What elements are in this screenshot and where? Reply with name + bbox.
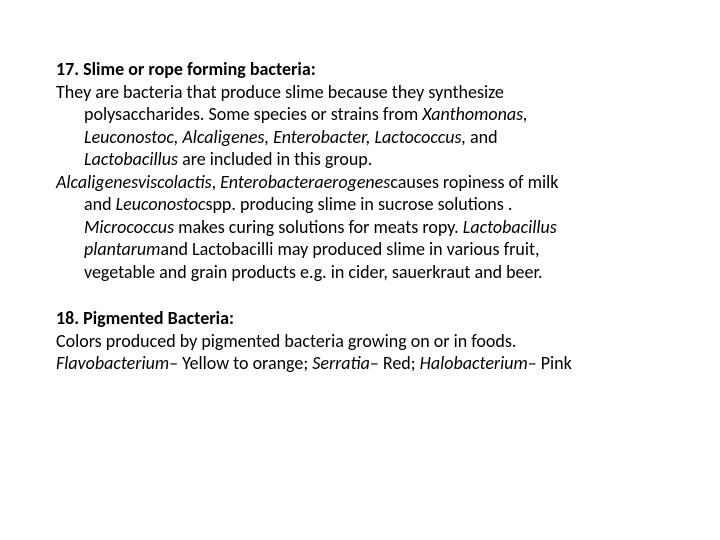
s17-p2-l2c: spp. producing slime in sucrose solution…	[205, 193, 512, 215]
s18-l2f: – Pink	[528, 352, 572, 374]
s17-p1-l2a: polysaccharides. Some species or strains…	[84, 103, 422, 125]
s17-p2-l1c: Enterobacteraerogenes	[220, 171, 390, 193]
section-18: 18. Pigmented Bacteria: Colors produced …	[56, 307, 664, 375]
s17-p1-l4b: are included in this group.	[182, 148, 372, 170]
s18-l2c: Serratia	[312, 352, 370, 374]
slide: 17. Slime or rope forming bacteria: They…	[0, 0, 720, 540]
section-18-para: Colors produced by pigmented bacteria gr…	[56, 330, 664, 375]
section-17-heading: 17. Slime or rope forming bacteria:	[56, 58, 664, 81]
s17-p2-l2b: Leuconostoc	[116, 193, 206, 215]
s17-p2-l1b: ,	[212, 171, 221, 193]
section-18-heading: 18. Pigmented Bacteria:	[56, 307, 664, 330]
s17-p2-l3c: Lactobacillus	[463, 216, 557, 238]
s17-p2-indent: and Leuconostocspp. producing slime in s…	[56, 193, 557, 283]
s17-p2-l3a: Micrococcus	[84, 216, 178, 238]
s17-p1-l3a: Leuconostoc, Alcaligenes, Enterobacter, …	[84, 126, 470, 148]
s17-p2-l2a: and	[84, 193, 116, 215]
s18-l2a: Flavobacterium	[56, 352, 169, 374]
s18-l2e: Halobacterium	[420, 352, 528, 374]
s17-p2-l4a: plantarum	[84, 238, 160, 260]
s18-l2d: – Red;	[370, 352, 420, 374]
s17-p2-l1a: Alcaligenesviscolactis	[56, 171, 212, 193]
s17-p2-l4b: and Lactobacilli may produced slime in v…	[160, 238, 539, 260]
s17-p2-l1d: causes ropiness of milk	[390, 171, 558, 193]
section-17: 17. Slime or rope forming bacteria: They…	[56, 58, 664, 283]
s17-p2-l5: vegetable and grain products e.g. in cid…	[84, 261, 542, 283]
s17-p1-l3b: and	[470, 126, 498, 148]
s17-p1-l4a: Lactobacillus	[84, 148, 182, 170]
section-17-para-2: Alcaligenesviscolactis, Enterobacteraero…	[56, 171, 664, 284]
s17-p1-l2b: Xanthomonas,	[422, 103, 527, 125]
s18-l1: Colors produced by pigmented bacteria gr…	[56, 330, 516, 352]
s17-p1-l1: They are bacteria that produce slime bec…	[56, 81, 504, 103]
section-17-para-1: They are bacteria that produce slime bec…	[56, 81, 664, 171]
s17-p2-l3b: makes curing solutions for meats ropy.	[178, 216, 463, 238]
s18-l2b: – Yellow to orange;	[169, 352, 312, 374]
s17-p1-l2-wrap: polysaccharides. Some species or strains…	[56, 103, 528, 171]
